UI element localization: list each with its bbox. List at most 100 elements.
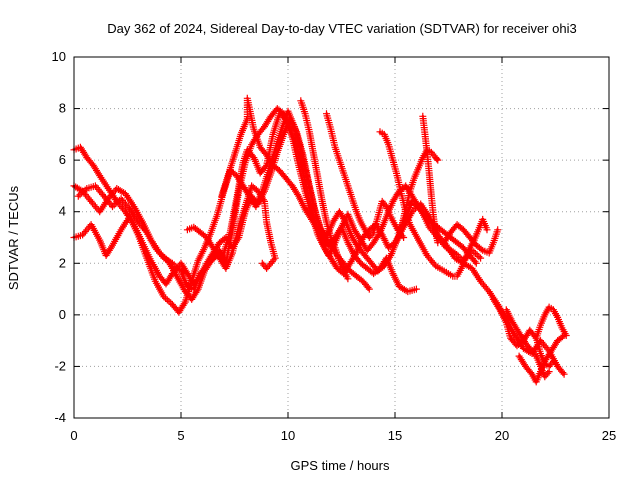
data-point (530, 373, 534, 376)
data-point (562, 334, 566, 337)
data-point (505, 308, 508, 311)
data-point (413, 231, 416, 234)
data-point (171, 262, 174, 265)
data-point (162, 295, 166, 298)
data-point (513, 334, 516, 337)
data-point (216, 213, 219, 216)
data-point (543, 360, 546, 363)
data-point (556, 365, 559, 368)
data-point (124, 210, 127, 213)
data-point (351, 197, 354, 200)
data-point (211, 246, 215, 249)
data-point (111, 205, 114, 208)
data-point (141, 220, 144, 224)
data-point (280, 128, 283, 131)
series-track-o (532, 303, 570, 342)
data-point (81, 233, 84, 237)
data-point (479, 256, 482, 260)
data-point (321, 241, 324, 244)
data-point (346, 184, 350, 188)
data-point (348, 262, 352, 265)
data-point (443, 231, 446, 234)
data-point (175, 275, 178, 278)
data-point (524, 342, 527, 345)
data-point (218, 241, 221, 244)
data-point (261, 262, 264, 265)
data-point (325, 220, 328, 224)
data-point (276, 107, 279, 110)
data-point (342, 269, 345, 273)
series-track-e (183, 182, 279, 272)
data-point (391, 158, 395, 162)
data-point (455, 275, 459, 278)
data-point (233, 153, 236, 157)
data-point (162, 256, 166, 260)
data-point (263, 200, 266, 203)
chart-title: Day 362 of 2024, Sidereal Day-to-day VTE… (107, 21, 576, 36)
series-track-k (419, 112, 442, 247)
data-point (535, 354, 538, 358)
data-point (398, 285, 401, 288)
data-point (89, 200, 93, 203)
data-point (119, 228, 123, 231)
data-point (205, 236, 208, 239)
data-point (488, 290, 491, 293)
data-point (428, 171, 431, 175)
data-point (336, 267, 339, 270)
data-point (479, 280, 482, 283)
data-point (184, 300, 187, 304)
y-tick-label: -4 (54, 410, 66, 425)
data-point (363, 228, 367, 231)
data-point (389, 254, 392, 257)
data-point (556, 339, 559, 342)
data-point (348, 269, 352, 273)
data-point (460, 267, 463, 270)
data-point (511, 321, 514, 324)
data-point (186, 285, 189, 288)
data-point (464, 256, 467, 260)
data-point (385, 205, 388, 208)
data-point (308, 200, 311, 203)
data-point (378, 130, 382, 133)
data-point (376, 215, 380, 219)
data-point (543, 313, 546, 317)
data-point (398, 231, 401, 234)
data-point (192, 226, 195, 229)
data-point (89, 223, 93, 226)
data-point (271, 164, 275, 167)
data-point (562, 373, 566, 376)
data-point (417, 205, 420, 208)
data-point (199, 272, 202, 275)
data-point (137, 220, 140, 224)
data-point (190, 298, 193, 301)
data-point (363, 254, 367, 257)
series-track-n (502, 306, 553, 381)
data-point (239, 133, 243, 136)
data-point (329, 128, 332, 131)
data-point (256, 189, 260, 193)
data-point (368, 236, 371, 239)
data-point (400, 192, 403, 195)
data-point (434, 264, 437, 268)
data-point (417, 166, 420, 170)
data-point (436, 241, 439, 244)
data-point (395, 238, 399, 242)
data-point (530, 349, 534, 353)
data-point (438, 267, 442, 270)
data-point (402, 236, 405, 239)
data-point (79, 146, 82, 149)
data-point (340, 226, 343, 229)
data-point (203, 246, 206, 249)
data-point (535, 380, 538, 384)
data-point (455, 241, 459, 244)
data-point (509, 336, 512, 340)
series-track-f (218, 94, 373, 293)
data-point (171, 303, 174, 306)
data-point (547, 305, 551, 309)
data-point (434, 156, 437, 159)
data-point (359, 220, 362, 224)
series-track-p (515, 332, 568, 386)
y-tick-label: 6 (59, 152, 66, 167)
data-point (408, 189, 412, 193)
